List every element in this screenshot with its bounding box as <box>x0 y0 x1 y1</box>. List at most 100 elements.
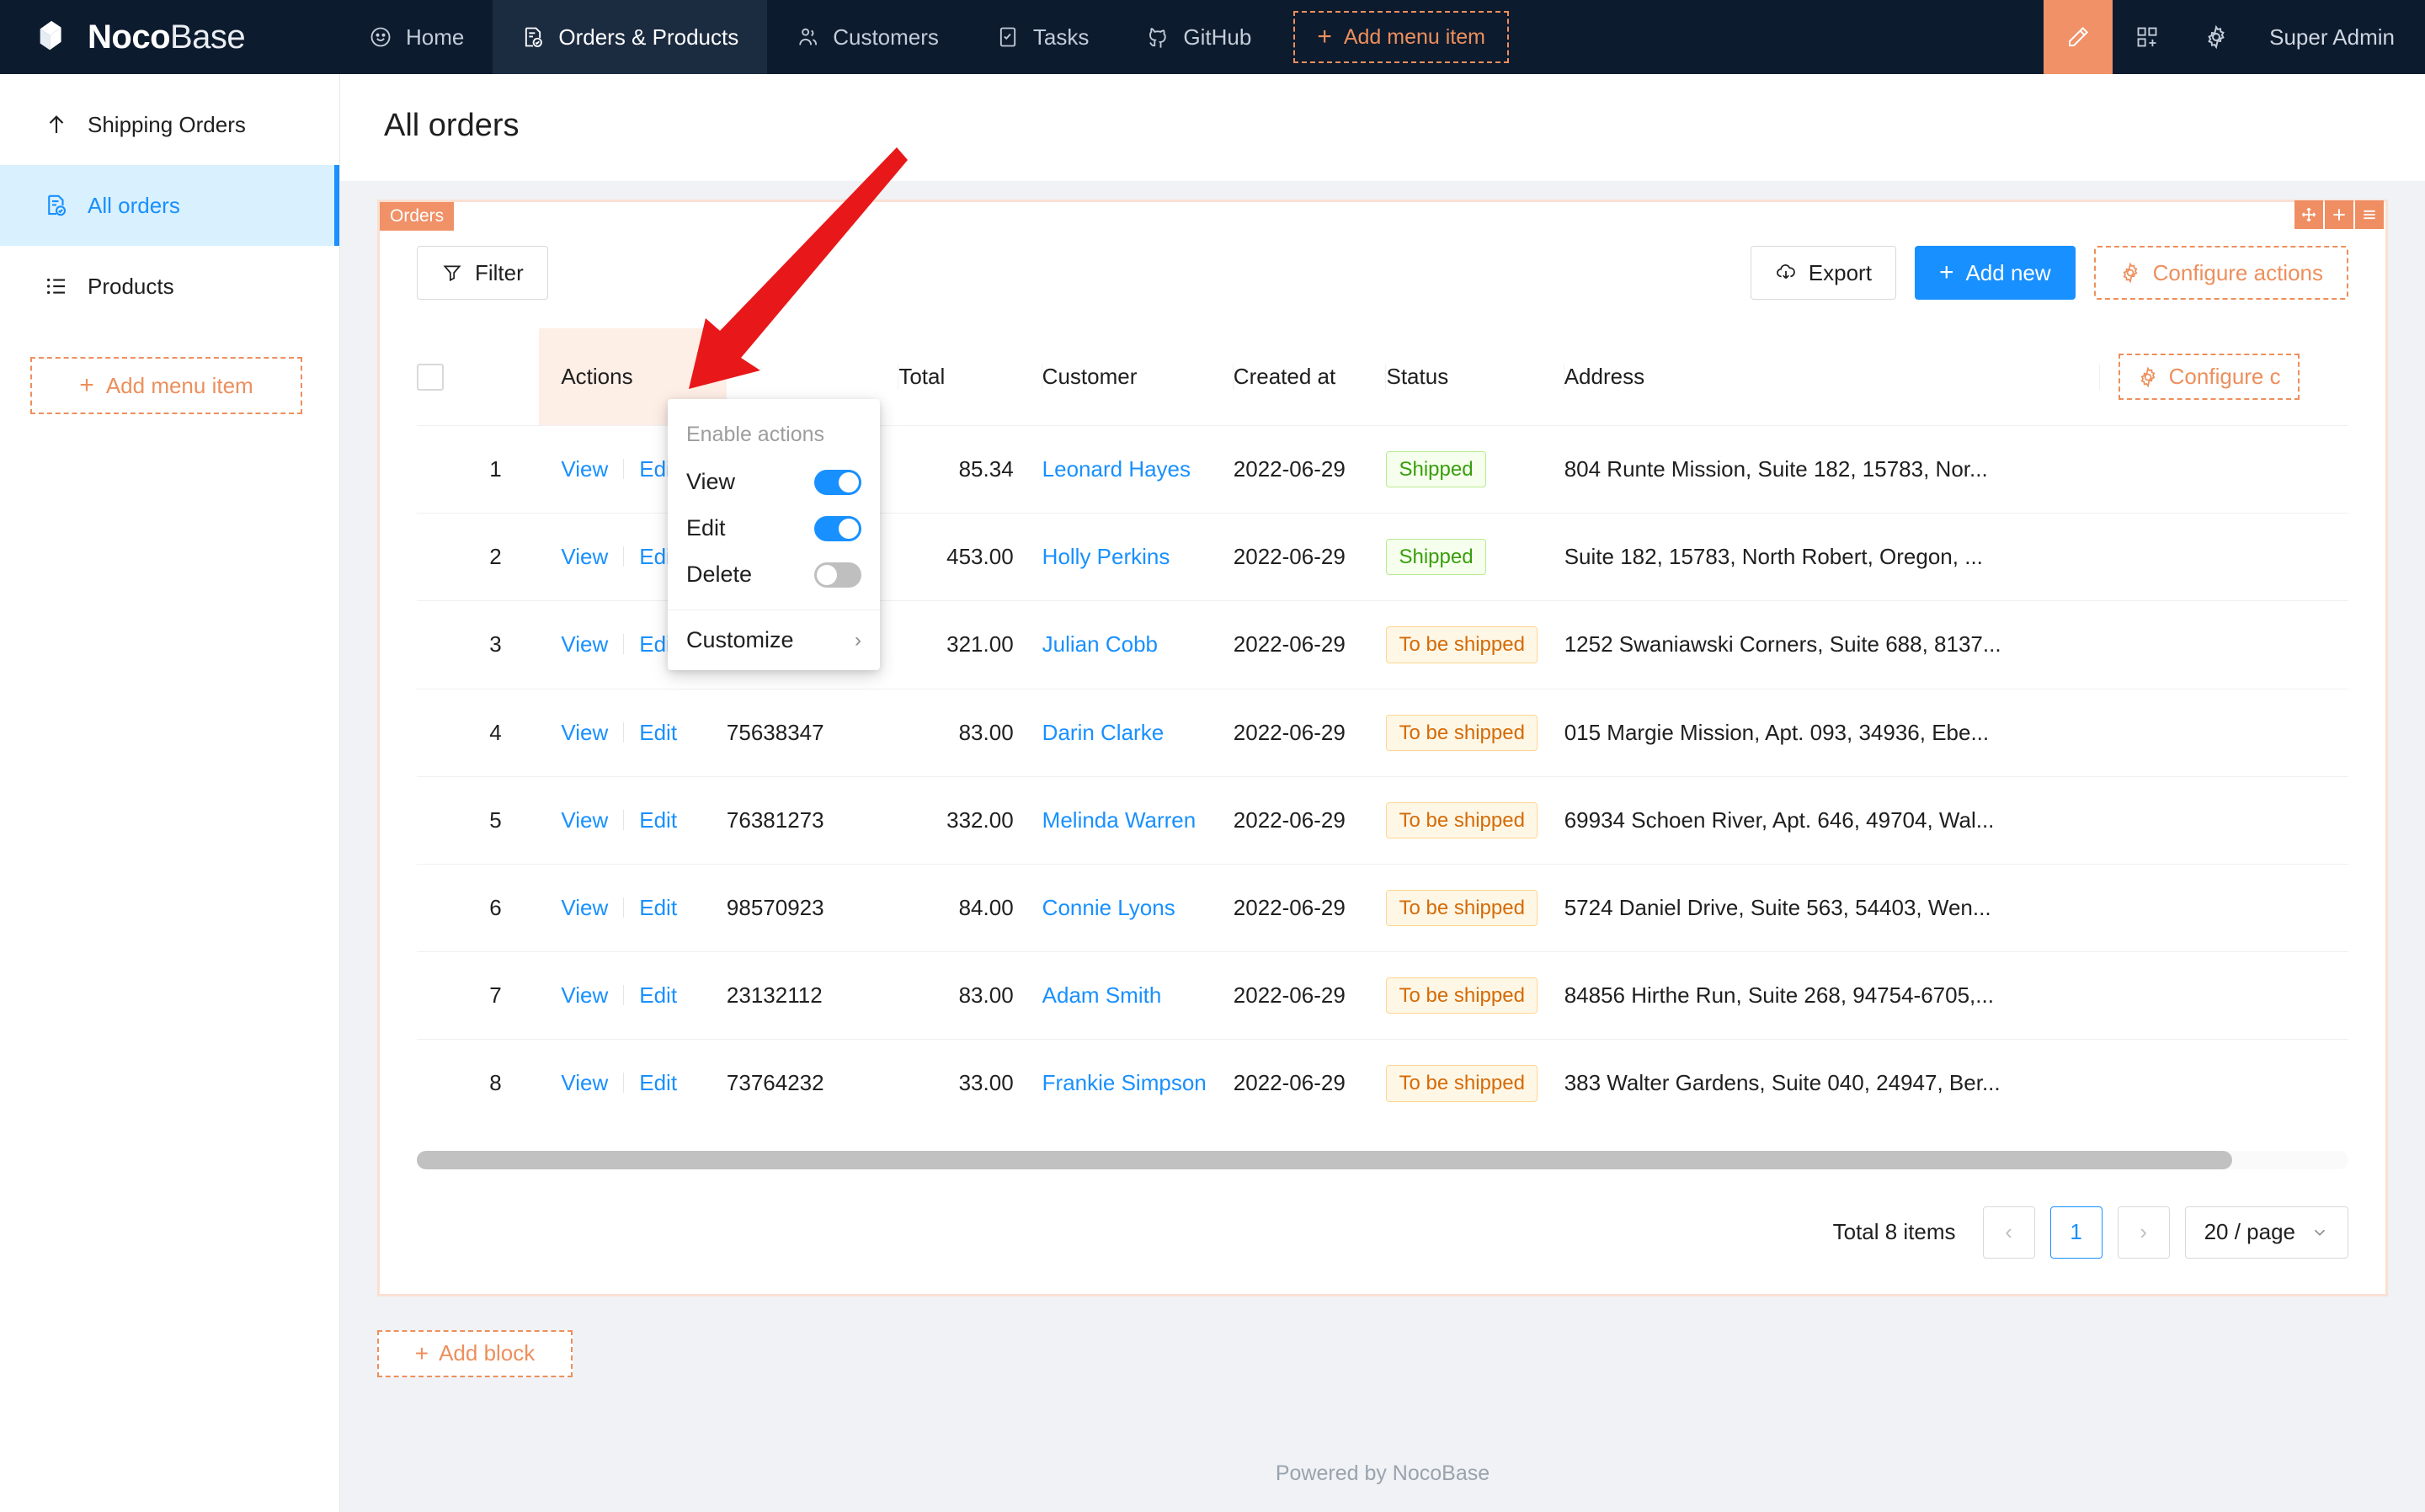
sidebar-item-all-orders[interactable]: All orders <box>0 165 339 246</box>
sidebar-item-shipping-orders[interactable]: Shipping Orders <box>0 84 339 165</box>
horizontal-scrollbar-thumb[interactable] <box>417 1150 2233 1169</box>
configure-columns-button[interactable]: Configure c <box>2118 354 2300 400</box>
row-view-link[interactable]: View <box>561 807 609 833</box>
row-view-link[interactable]: View <box>561 982 609 1009</box>
row-number-cell: 4 <box>489 689 540 777</box>
row-order-number-cell: 76381273 <box>726 776 899 865</box>
dropdown-item-view[interactable]: View <box>668 459 880 505</box>
column-divider <box>1232 364 1234 390</box>
filter-icon <box>443 265 461 282</box>
nav-item-customers[interactable]: Customers <box>767 0 967 74</box>
row-view-link[interactable]: View <box>561 895 609 921</box>
pagination-prev-button[interactable]: ‹ <box>1982 1206 2035 1259</box>
configure-actions-button[interactable]: Configure actions <box>2093 246 2348 300</box>
user-name-label: Super Admin <box>2269 24 2395 50</box>
row-view-link[interactable]: View <box>561 719 609 745</box>
add-new-label: Add new <box>1965 259 2051 285</box>
gear-icon <box>2140 366 2156 387</box>
page-footer: Powered by NocoBase <box>340 1435 2425 1512</box>
nav-item-home[interactable]: Home <box>340 0 493 74</box>
toggle-delete[interactable] <box>814 562 861 588</box>
column-divider <box>2098 364 2100 390</box>
dropdown-item-customize[interactable]: Customize › <box>668 610 880 670</box>
row-customer-cell: Leonard Hayes <box>1042 425 1234 514</box>
row-view-link[interactable]: View <box>561 544 609 570</box>
sidebar: Shipping Orders All orders Products + Ad… <box>0 74 340 1512</box>
row-customer-cell: Darin Clarke <box>1042 689 1234 777</box>
row-select-cell <box>417 425 490 514</box>
page-size-select[interactable]: 20 / page <box>2184 1206 2348 1259</box>
status-badge: To be shipped <box>1386 714 1538 751</box>
nav-item-github[interactable]: GitHub <box>1117 0 1280 74</box>
user-menu[interactable]: Super Admin <box>2251 0 2425 74</box>
customer-link[interactable]: Holly Perkins <box>1042 544 1170 570</box>
row-edit-link[interactable]: Edit <box>639 1070 678 1096</box>
ui-editor-pen-icon[interactable] <box>2044 0 2113 74</box>
row-spacer-cell <box>2099 951 2348 1041</box>
row-view-link[interactable]: View <box>561 456 609 482</box>
add-block-plus-icon[interactable] <box>2325 200 2353 229</box>
nav-item-tasks[interactable]: Tasks <box>967 0 1117 74</box>
arrow-up-icon <box>49 115 64 133</box>
row-view-link[interactable]: View <box>561 631 609 658</box>
top-navigation: Home Orders & Products Customers Tasks G… <box>340 0 1522 74</box>
add-new-button[interactable]: + Add new <box>1914 246 2076 300</box>
configure-actions-label: Configure actions <box>2152 259 2323 285</box>
total-header-label: Total <box>898 364 946 389</box>
table-row: 7 View Edit 23132112 83.00 Adam Smith 2022-06-… <box>417 951 2348 1041</box>
brand-logo[interactable]: NocoBase <box>0 0 340 74</box>
main-content: All orders Orders <box>340 74 2425 1512</box>
settings-gear-icon[interactable] <box>2182 0 2251 74</box>
row-view-link[interactable]: View <box>561 1070 609 1096</box>
total-column-header: Total <box>898 328 1042 426</box>
row-total-cell: 84.00 <box>898 864 1042 953</box>
page-header: All orders <box>340 74 2425 181</box>
customer-link[interactable]: Connie Lyons <box>1042 895 1175 921</box>
row-actions-cell: View Edit <box>539 776 727 865</box>
nav-item-orders-products[interactable]: Orders & Products <box>493 0 768 74</box>
body-wrapper: Shipping Orders All orders Products + Ad… <box>0 74 2425 1512</box>
nav-label-customers: Customers <box>833 24 939 50</box>
row-order-number-cell: 75638347 <box>726 689 899 777</box>
export-button[interactable]: Export <box>1750 246 1896 300</box>
row-edit-link[interactable]: Edit <box>639 719 678 745</box>
created-header-label: Created at <box>1233 364 1336 389</box>
dropdown-item-edit[interactable]: Edit <box>668 505 880 551</box>
customer-link[interactable]: Darin Clarke <box>1042 719 1165 745</box>
pagination-page-1[interactable]: 1 <box>2049 1206 2103 1259</box>
toolbar-right-group: Export + Add new Configure actions <box>1750 246 2348 300</box>
select-all-checkbox[interactable] <box>417 363 444 391</box>
row-order-number-cell: 73764232 <box>726 1070 824 1096</box>
pagination-next-button[interactable]: › <box>2117 1206 2170 1259</box>
orders-block: Orders <box>377 200 2388 1296</box>
dropdown-label-delete: Delete <box>686 562 753 587</box>
toggle-edit[interactable] <box>814 515 861 541</box>
block-action-toolbar: Filter Export + Add new <box>417 221 2348 300</box>
dropdown-item-delete[interactable]: Delete <box>668 551 880 598</box>
customer-link[interactable]: Frankie Simpson <box>1042 1070 1207 1096</box>
table-row: 4 View Edit 75638347 83.00 Darin Clarke 2022-0… <box>417 689 2348 777</box>
sidebar-item-products[interactable]: Products <box>0 246 339 327</box>
add-block-button[interactable]: + Add block <box>377 1329 573 1377</box>
plus-icon: + <box>1317 23 1332 51</box>
block-menu-hamburger-icon[interactable] <box>2355 200 2384 229</box>
row-edit-link[interactable]: Edit <box>639 982 678 1009</box>
row-status-cell: To be shipped <box>1386 776 1564 865</box>
customer-link[interactable]: Melinda Warren <box>1042 807 1197 833</box>
row-select-cell <box>417 951 490 1041</box>
row-edit-link[interactable]: Edit <box>639 895 678 921</box>
horizontal-scrollbar-track[interactable] <box>417 1150 2348 1169</box>
customer-link[interactable]: Julian Cobb <box>1042 631 1158 658</box>
plugins-grid-icon[interactable] <box>2113 0 2182 74</box>
customer-link[interactable]: Leonard Hayes <box>1042 456 1191 482</box>
add-menu-item-button[interactable]: + Add menu item <box>1293 11 1509 63</box>
customer-link[interactable]: Adam Smith <box>1042 982 1162 1009</box>
sidebar-add-menu-item-button[interactable]: + Add menu item <box>30 357 302 414</box>
row-number-cell: 5 <box>489 776 540 865</box>
filter-button[interactable]: Filter <box>417 246 548 300</box>
row-select-cell <box>417 600 490 689</box>
toggle-view[interactable] <box>814 469 861 495</box>
row-edit-link[interactable]: Edit <box>639 807 678 833</box>
drag-move-icon[interactable] <box>2294 200 2323 229</box>
action-separator <box>623 897 625 918</box>
